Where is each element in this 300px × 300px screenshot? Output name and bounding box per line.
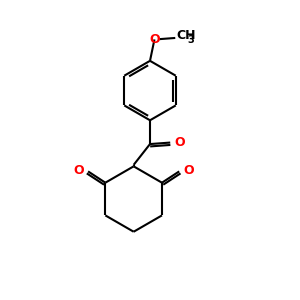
Text: O: O [183,164,194,177]
Text: O: O [149,33,160,46]
Text: O: O [73,164,84,177]
Text: 3: 3 [187,35,194,45]
Text: CH: CH [176,29,196,42]
Text: O: O [174,136,185,149]
